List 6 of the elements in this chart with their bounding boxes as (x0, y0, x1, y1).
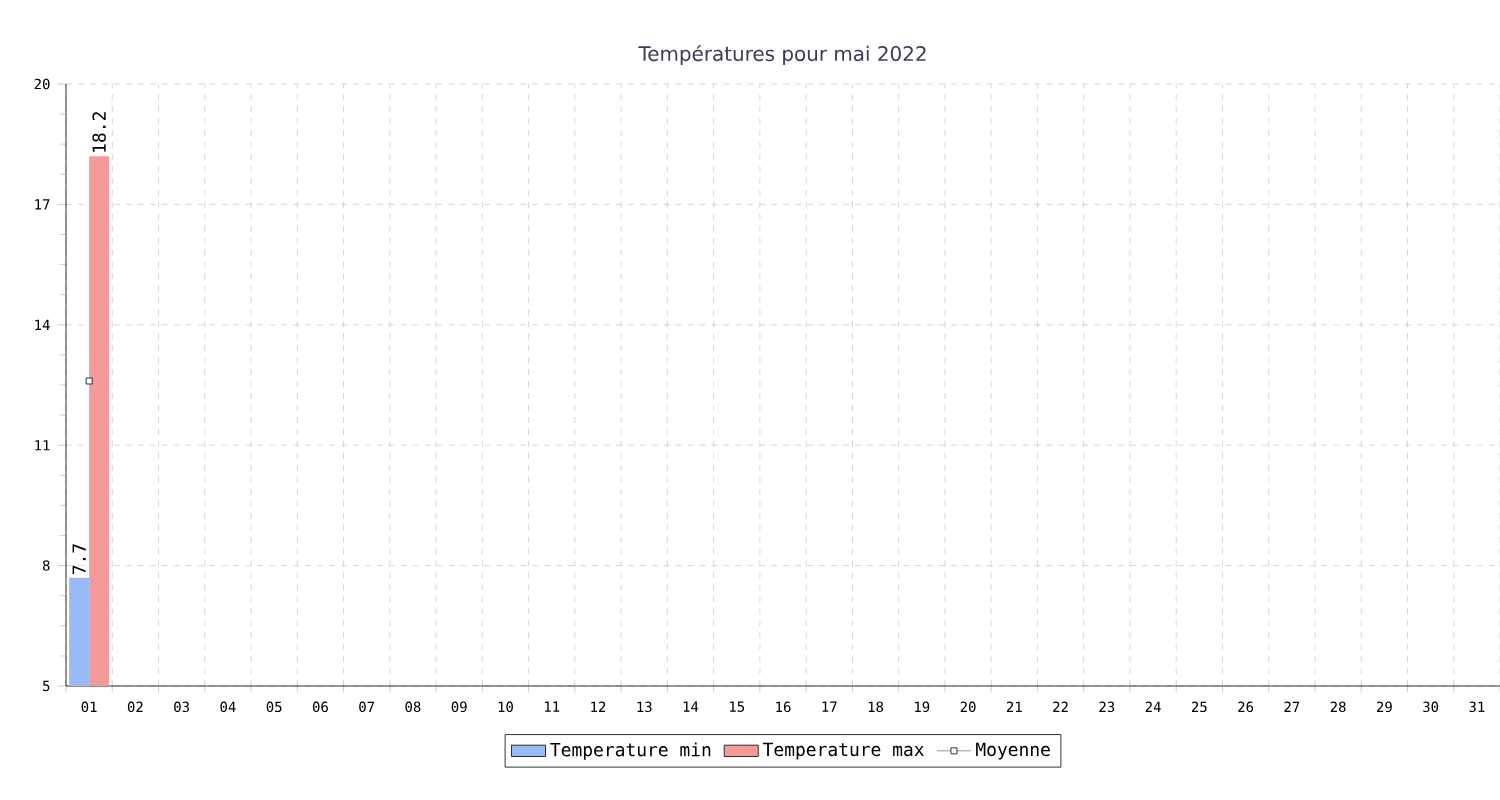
chart-title: Températures pour mai 2022 (638, 44, 926, 66)
data-label: 7.7 (72, 544, 86, 575)
legend-label: Temperature max (763, 742, 924, 760)
legend-label: Temperature min (550, 742, 711, 760)
legend-label: Moyenne (976, 742, 1050, 760)
data-label: 18.2 (92, 112, 106, 152)
